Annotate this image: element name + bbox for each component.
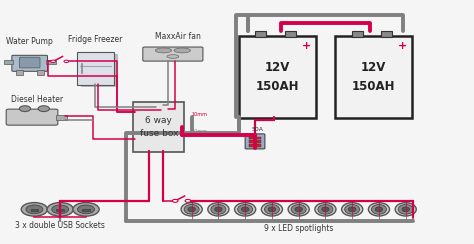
Circle shape [78, 205, 94, 214]
Circle shape [47, 203, 73, 216]
Bar [249, 144, 261, 147]
FancyBboxPatch shape [238, 36, 316, 118]
Circle shape [26, 205, 43, 214]
Ellipse shape [288, 203, 309, 216]
Ellipse shape [215, 207, 222, 212]
FancyBboxPatch shape [245, 134, 265, 149]
Ellipse shape [235, 203, 255, 216]
Circle shape [173, 199, 178, 202]
Bar [284, 31, 295, 37]
Ellipse shape [261, 203, 283, 216]
Text: MaxxAir fan: MaxxAir fan [155, 32, 201, 41]
Ellipse shape [315, 203, 336, 216]
Ellipse shape [395, 203, 416, 216]
Text: 50A: 50A [251, 127, 264, 132]
Bar [249, 141, 261, 143]
Text: Diesel Heater: Diesel Heater [10, 95, 63, 104]
Ellipse shape [188, 207, 195, 212]
Ellipse shape [398, 204, 413, 214]
Ellipse shape [181, 203, 202, 216]
Bar [31, 209, 38, 211]
FancyBboxPatch shape [335, 36, 412, 118]
Ellipse shape [322, 207, 329, 212]
Ellipse shape [241, 207, 249, 212]
Bar [56, 209, 64, 211]
Text: 12V
150AH: 12V 150AH [255, 61, 299, 93]
Bar [352, 31, 363, 37]
Text: +: + [398, 41, 408, 51]
Circle shape [64, 60, 69, 62]
Text: 12V
150AH: 12V 150AH [352, 61, 395, 93]
Bar [46, 60, 55, 64]
Text: Water Pump: Water Pump [6, 37, 53, 46]
Circle shape [51, 60, 55, 62]
FancyBboxPatch shape [77, 52, 114, 85]
Bar [82, 209, 90, 211]
Text: 3 x double USB Sockets: 3 x double USB Sockets [15, 222, 105, 231]
Ellipse shape [174, 48, 191, 53]
Ellipse shape [184, 204, 199, 214]
Ellipse shape [295, 207, 302, 212]
Ellipse shape [372, 204, 386, 214]
Bar [55, 115, 67, 120]
FancyBboxPatch shape [143, 47, 203, 61]
FancyBboxPatch shape [6, 109, 58, 125]
Bar [249, 137, 261, 139]
Ellipse shape [348, 207, 356, 212]
Ellipse shape [208, 203, 229, 216]
Text: 10mm: 10mm [191, 112, 208, 117]
Circle shape [21, 203, 47, 216]
Circle shape [19, 106, 31, 112]
Text: 6 way
fuse box: 6 way fuse box [139, 116, 178, 138]
Ellipse shape [291, 204, 306, 214]
Ellipse shape [345, 204, 360, 214]
FancyBboxPatch shape [81, 54, 118, 87]
Ellipse shape [375, 207, 383, 212]
Bar [36, 70, 44, 75]
Text: +: + [302, 41, 311, 51]
Circle shape [73, 203, 99, 216]
Bar [255, 31, 266, 37]
FancyBboxPatch shape [12, 55, 47, 71]
Text: 9 x LED spotlights: 9 x LED spotlights [264, 224, 333, 233]
Ellipse shape [211, 204, 226, 214]
Ellipse shape [268, 207, 276, 212]
Circle shape [185, 199, 191, 202]
Bar [381, 31, 392, 37]
Ellipse shape [264, 204, 280, 214]
FancyBboxPatch shape [19, 57, 40, 68]
Ellipse shape [342, 203, 363, 216]
Ellipse shape [237, 204, 253, 214]
Text: Fridge Freezer: Fridge Freezer [68, 35, 123, 44]
Ellipse shape [402, 207, 410, 212]
Circle shape [38, 106, 49, 112]
Bar [4, 60, 13, 64]
Ellipse shape [368, 203, 390, 216]
Bar [16, 70, 23, 75]
Ellipse shape [155, 48, 172, 53]
Ellipse shape [318, 204, 333, 214]
Text: 10mm: 10mm [191, 129, 208, 134]
Circle shape [52, 205, 69, 214]
Ellipse shape [167, 55, 179, 58]
FancyBboxPatch shape [133, 102, 184, 152]
